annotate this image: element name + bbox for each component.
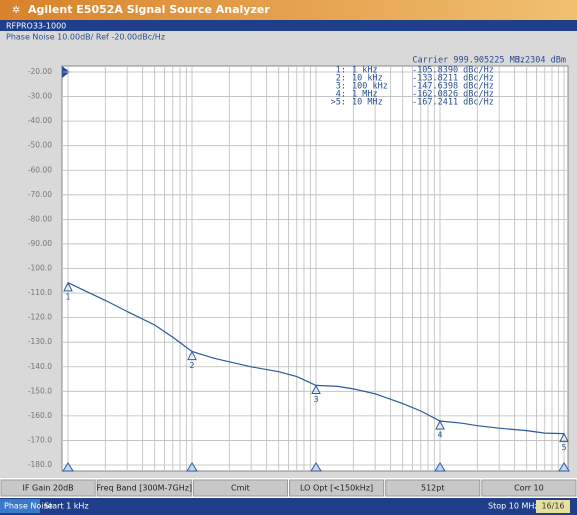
status-mode: Phase Noise <box>4 502 53 511</box>
window-title: Agilent E5052A Signal Source Analyzer <box>28 3 270 16</box>
ref-marker <box>310 462 322 472</box>
status-bar <box>0 498 577 515</box>
y-tick-label: -80.00 <box>28 214 52 223</box>
carrier-power: 3.2304 dBm <box>515 56 566 66</box>
marker-value: -167.2411 dBc/Hz <box>412 98 494 108</box>
marker <box>311 384 321 395</box>
y-tick-label: -110.0 <box>28 288 52 297</box>
marker <box>187 350 197 361</box>
y-tick-label: -100.0 <box>28 264 52 273</box>
softkey <box>289 479 385 497</box>
y-tick-label: -70.00 <box>28 190 52 199</box>
softkey-label: Freq Band [300M-7GHz] <box>96 484 192 493</box>
marker <box>435 419 445 430</box>
softkey-label: 512pt <box>421 484 444 493</box>
device-bar <box>0 20 577 31</box>
status-avg: 16/16 <box>541 502 564 511</box>
y-tick-label: -160.0 <box>28 411 52 420</box>
y-tick-label: -130.0 <box>28 337 52 346</box>
marker-value: -133.8211 dBc/Hz <box>412 74 494 84</box>
y-tick-label: -120.0 <box>28 313 52 322</box>
marker-freq: 1 kHz <box>352 66 378 76</box>
marker-value: -147.6398 dBc/Hz <box>412 82 494 92</box>
marker <box>63 281 73 292</box>
marker-label: 3: <box>336 82 346 92</box>
marker-id: 2 <box>189 361 194 370</box>
ref-marker <box>186 462 198 472</box>
y-tick-label: -60.00 <box>28 165 52 174</box>
mode-box <box>0 499 40 513</box>
logo: ✲ <box>12 5 20 16</box>
trace-info: Phase Noise 10.00dB/ Ref -20.00dBc/Hz <box>6 33 165 42</box>
marker-id: 5 <box>561 443 566 452</box>
marker-label: 4: <box>336 90 346 100</box>
softkey-label: Corr 10 <box>514 484 544 493</box>
y-tick-label: -170.0 <box>28 435 52 444</box>
marker-freq: 100 kHz <box>352 82 388 92</box>
softkey-label: Cmit <box>231 484 250 493</box>
marker-freq: 10 kHz <box>352 74 383 84</box>
marker <box>559 432 569 443</box>
status-start: Start 1 kHz <box>44 502 89 511</box>
softkey <box>96 479 192 497</box>
softkey <box>481 479 577 497</box>
softkey <box>192 479 288 497</box>
marker-label: 1: <box>336 66 346 76</box>
ref-marker <box>62 462 74 472</box>
marker-id: 1 <box>65 292 70 301</box>
device-name: RFPRO33-1000 <box>6 22 66 31</box>
y-tick-label: -150.0 <box>28 386 52 395</box>
y-tick-label: -40.00 <box>28 116 52 125</box>
marker-label: 2: <box>336 74 346 84</box>
marker-freq: 10 MHz <box>352 98 383 108</box>
softkey-label: LO Opt [<150kHz] <box>300 484 373 493</box>
status-stop: Stop 10 MHz <box>488 502 539 511</box>
ref-marker <box>558 462 570 472</box>
y-tick-label: -30.00 <box>28 92 52 101</box>
carrier: Carrier 999.905225 MHz <box>412 56 525 66</box>
y-tick-label: -20.00 <box>28 67 52 76</box>
marker-value: -105.8390 dBc/Hz <box>412 66 494 76</box>
y-tick-label: -90.00 <box>28 239 52 248</box>
softkey <box>385 479 481 497</box>
y-tick-label: -180.0 <box>28 460 52 469</box>
softkey-label: IF Gain 20dB <box>22 484 73 493</box>
y-tick-label: -140.0 <box>28 362 52 371</box>
softkey <box>0 479 96 497</box>
avg-box <box>536 500 570 513</box>
marker-freq: 1 MHz <box>352 90 378 100</box>
title-bar <box>0 0 577 20</box>
marker-id: 3 <box>313 395 318 404</box>
marker-id: 4 <box>437 430 442 439</box>
y-tick-label: -50.00 <box>28 141 52 150</box>
marker-value: -162.0826 dBc/Hz <box>412 90 494 100</box>
ref-marker <box>434 462 446 472</box>
marker-label: >5: <box>331 98 346 108</box>
